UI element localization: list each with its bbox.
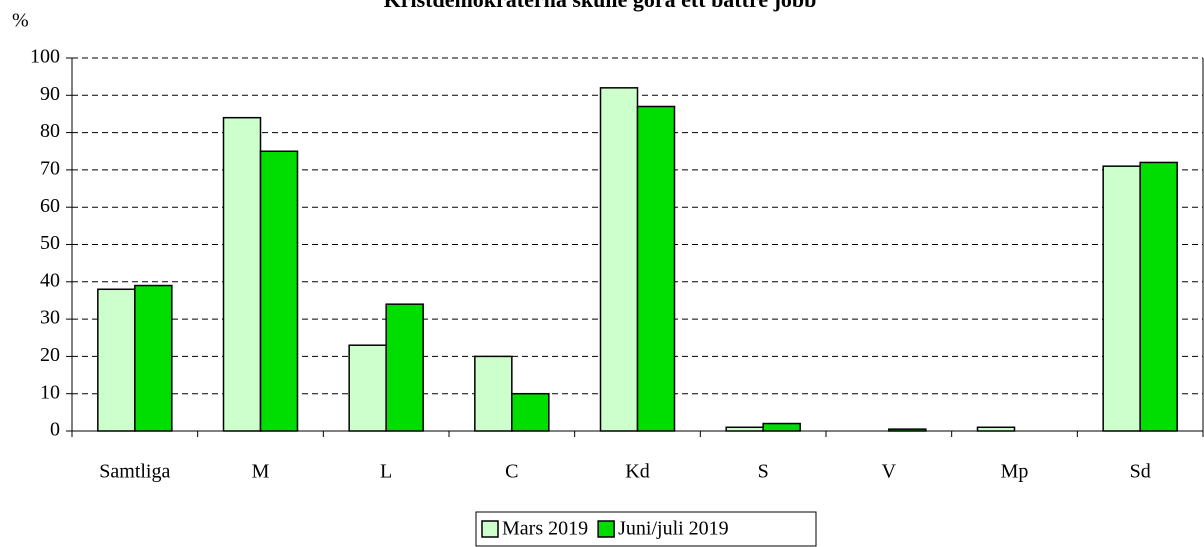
bar (636, 105, 676, 432)
legend-label: Mars 2019 (502, 518, 588, 540)
bar (134, 284, 173, 432)
bar (222, 116, 262, 432)
bar (888, 428, 927, 432)
y-tick-label: 70 (40, 157, 60, 179)
x-tick-label: Kd (625, 461, 649, 483)
x-tick-label: M (252, 461, 270, 483)
bar (762, 422, 801, 432)
x-tick-label: S (758, 461, 769, 483)
x-tick-label: L (380, 461, 392, 483)
y-tick-label: 40 (40, 269, 60, 291)
y-tick-label: 30 (40, 307, 60, 329)
y-tick-label: 90 (40, 83, 60, 105)
y-tick-label: 10 (40, 381, 60, 403)
y-tick-label: 50 (40, 232, 60, 254)
bar (474, 355, 513, 432)
x-tick-label: Samtliga (99, 461, 170, 483)
y-tick-label: 100 (30, 46, 60, 68)
bar (511, 392, 550, 432)
chart-title: Kristdemokraterna skulle göra ett bättre… (384, 0, 817, 12)
bar (348, 344, 387, 432)
bar (259, 150, 299, 432)
x-tick-label: C (505, 461, 518, 483)
x-tick-label: V (882, 461, 897, 483)
legend-swatch (597, 520, 615, 538)
bar (385, 303, 424, 432)
bar (1139, 161, 1178, 432)
bar (97, 288, 136, 432)
bar (976, 426, 1016, 432)
bar (599, 87, 639, 432)
x-tick-label: Sd (1130, 461, 1151, 483)
legend-label: Juni/juli 2019 (618, 518, 729, 540)
y-tick-label: 80 (40, 120, 60, 142)
y-tick-label: 0 (50, 419, 60, 441)
legend-box (475, 511, 817, 547)
y-tick-label: 20 (40, 344, 60, 366)
y-axis-label: % (12, 10, 29, 32)
bar (725, 426, 764, 432)
legend-swatch (481, 520, 499, 538)
bar (1102, 165, 1141, 432)
x-tick-label: Mp (1001, 461, 1029, 483)
y-tick-label: 60 (40, 195, 60, 217)
